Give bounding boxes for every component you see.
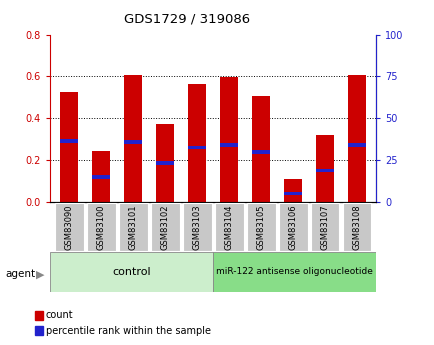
Bar — [156, 161, 174, 165]
Bar — [92, 150, 110, 202]
Text: GSM83107: GSM83107 — [320, 204, 329, 250]
Bar — [220, 77, 237, 202]
Text: count: count — [46, 310, 73, 320]
Text: control: control — [112, 267, 151, 277]
Bar — [124, 140, 141, 144]
Bar — [284, 179, 301, 202]
Text: GSM83090: GSM83090 — [65, 204, 73, 249]
FancyBboxPatch shape — [118, 203, 147, 251]
Bar — [220, 144, 237, 147]
FancyBboxPatch shape — [151, 203, 179, 251]
FancyBboxPatch shape — [182, 203, 211, 251]
Bar — [348, 75, 365, 202]
FancyBboxPatch shape — [213, 252, 375, 292]
Bar — [60, 139, 78, 143]
Bar — [252, 96, 270, 202]
Text: GSM83101: GSM83101 — [128, 204, 138, 249]
Text: GSM83106: GSM83106 — [288, 204, 297, 250]
Text: GSM83104: GSM83104 — [224, 204, 233, 249]
Bar — [284, 191, 301, 195]
FancyBboxPatch shape — [278, 203, 307, 251]
Text: GSM83100: GSM83100 — [96, 204, 105, 249]
FancyBboxPatch shape — [50, 252, 213, 292]
Bar — [188, 146, 205, 149]
Bar — [252, 150, 270, 154]
FancyBboxPatch shape — [310, 203, 339, 251]
Bar — [60, 92, 78, 202]
FancyBboxPatch shape — [342, 203, 371, 251]
Bar — [316, 135, 333, 202]
Bar — [92, 175, 110, 179]
Bar — [188, 83, 205, 202]
FancyBboxPatch shape — [87, 203, 115, 251]
Text: GSM83108: GSM83108 — [352, 204, 361, 250]
Text: percentile rank within the sample: percentile rank within the sample — [46, 326, 210, 335]
Text: GDS1729 / 319086: GDS1729 / 319086 — [124, 12, 250, 25]
Text: GSM83105: GSM83105 — [256, 204, 265, 249]
Text: miR-122 antisense oligonucleotide: miR-122 antisense oligonucleotide — [216, 267, 372, 276]
Text: ▶: ▶ — [36, 270, 44, 280]
FancyBboxPatch shape — [246, 203, 275, 251]
FancyBboxPatch shape — [55, 203, 83, 251]
FancyBboxPatch shape — [214, 203, 243, 251]
Text: GSM83102: GSM83102 — [160, 204, 169, 249]
Text: agent: agent — [5, 269, 35, 279]
Bar — [156, 125, 174, 202]
Bar — [348, 144, 365, 147]
Bar — [316, 169, 333, 172]
Text: GSM83103: GSM83103 — [192, 204, 201, 250]
Bar — [124, 75, 141, 202]
